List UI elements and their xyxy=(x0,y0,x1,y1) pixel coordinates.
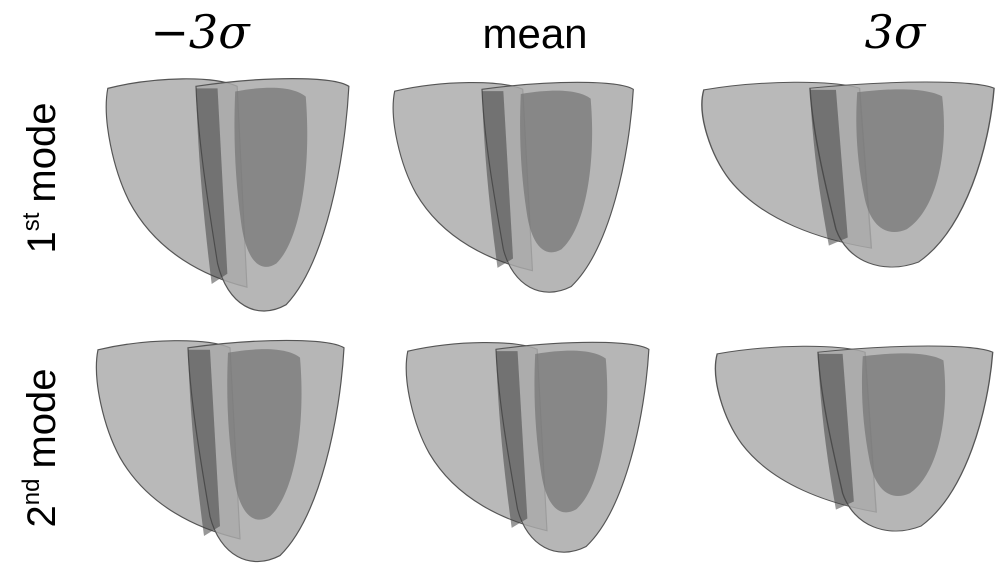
heart-shape xyxy=(393,82,633,292)
heart-shape xyxy=(715,346,992,531)
heart-shape xyxy=(106,79,349,311)
row-text: mode xyxy=(20,103,64,203)
row-label: 1st mode xyxy=(18,103,64,254)
heart-shape xyxy=(96,340,344,561)
row-suffix: st xyxy=(18,212,45,231)
column-header: mean xyxy=(482,10,587,57)
row-text: mode xyxy=(20,368,64,468)
column-header: −3σ xyxy=(150,5,251,59)
heart-shape xyxy=(702,82,994,267)
column-header: 3σ xyxy=(865,5,927,59)
figure: −3σ mean 3σ 1st mode 2nd mode xyxy=(0,0,1002,563)
row-label: 2nd mode xyxy=(18,368,64,527)
row-number: 2 xyxy=(20,505,64,527)
row-number: 1 xyxy=(20,231,64,253)
heart-shape xyxy=(406,342,649,552)
row-suffix: nd xyxy=(18,479,45,506)
